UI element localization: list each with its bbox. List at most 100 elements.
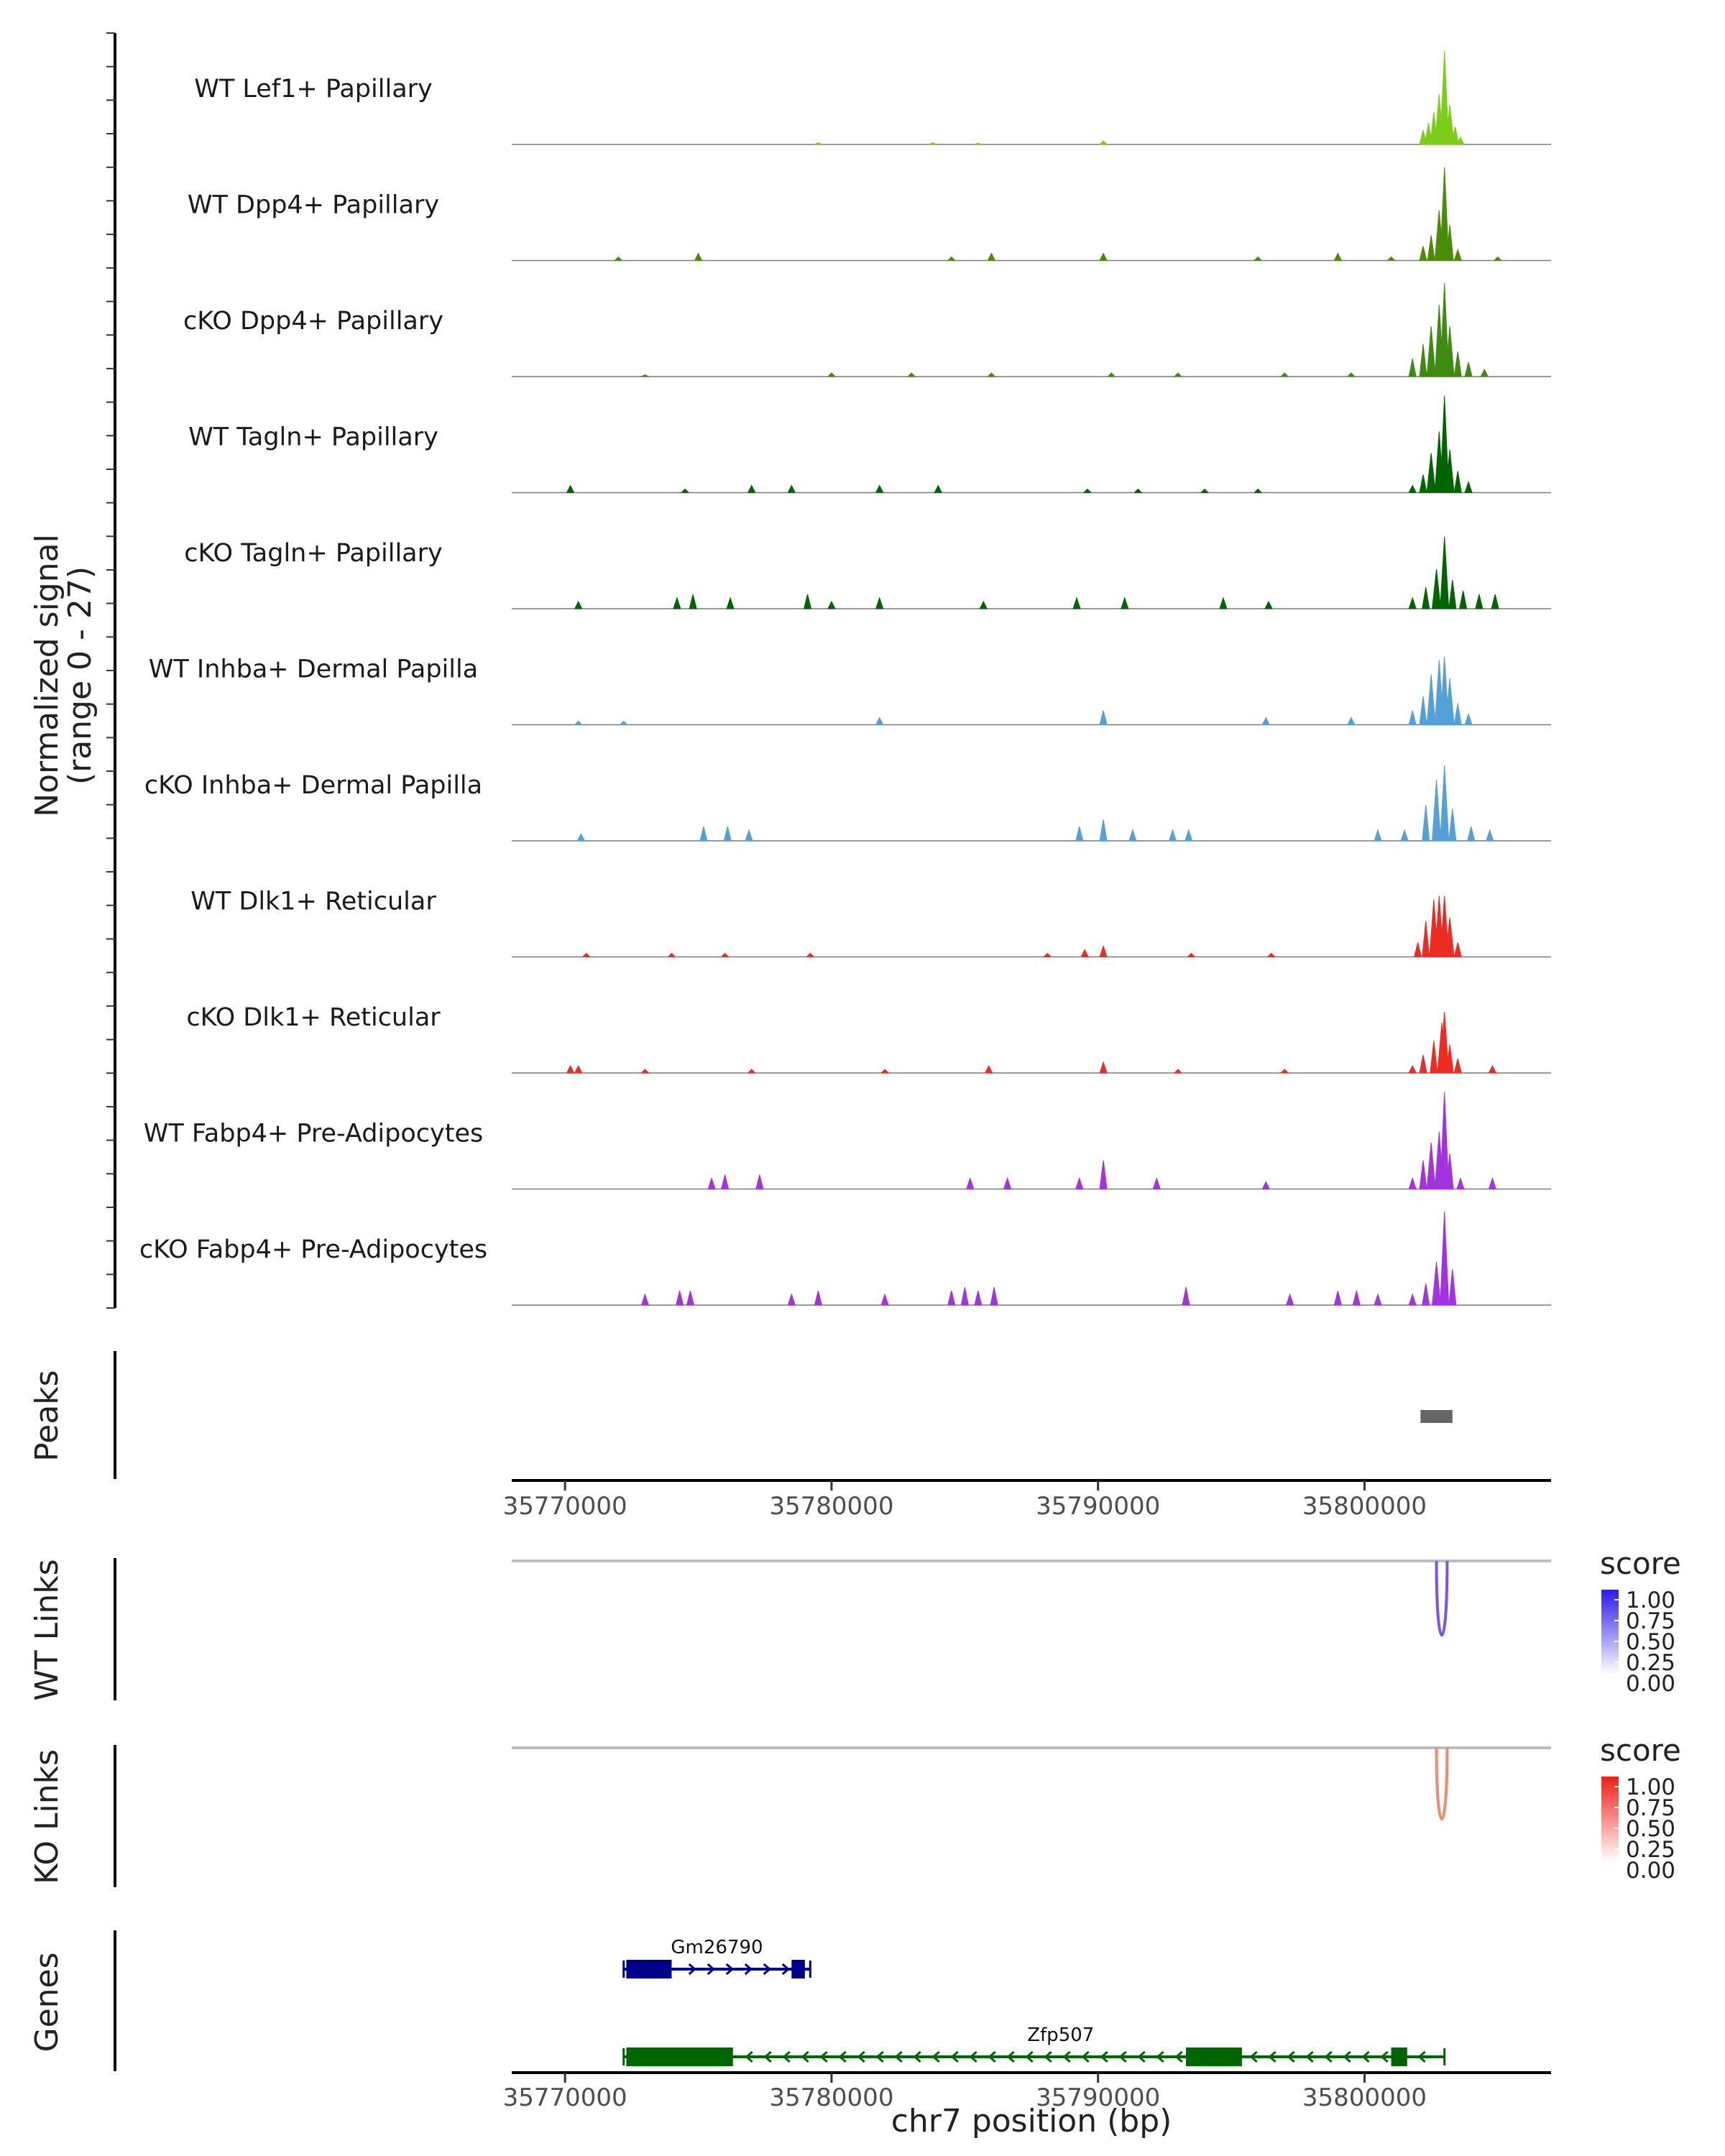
- coverage-peak: [1333, 252, 1343, 261]
- coverage-peak: [574, 720, 583, 725]
- coverage-peak: [1099, 1061, 1108, 1074]
- gene-exon: [791, 1960, 805, 1978]
- coverage-peak: [1285, 1293, 1294, 1306]
- coverage-peak: [1419, 344, 1427, 377]
- strand-arrow: [857, 2050, 865, 2063]
- coverage-peak: [875, 484, 884, 493]
- coverage-peak: [1422, 586, 1430, 609]
- track-label: cKO Inhba+ Dermal Papilla: [144, 771, 482, 800]
- coverage-peak: [1440, 282, 1450, 377]
- coverage-peak: [1347, 717, 1356, 725]
- gene-exon: [1186, 2047, 1242, 2066]
- coverage-peak: [1488, 1176, 1497, 1189]
- peak-region: [1420, 1410, 1453, 1423]
- coverage-peak: [675, 1290, 684, 1306]
- coverage-peak: [1440, 167, 1450, 261]
- coverage-peak: [1467, 826, 1476, 842]
- track-label: WT Dpp4+ Papillary: [188, 191, 439, 220]
- strand-arrow: [875, 2050, 884, 2063]
- coverage-peak: [1445, 104, 1455, 145]
- coverage-peak: [1253, 488, 1263, 493]
- coverage-peak: [1419, 1160, 1427, 1189]
- coverage-peak: [1280, 372, 1289, 377]
- coverage-peak: [1152, 1176, 1161, 1189]
- coverage-peak: [566, 484, 575, 493]
- strand-arrow: [763, 1963, 771, 1976]
- coverage-peak: [1440, 395, 1450, 493]
- strand-arrow: [988, 2050, 996, 2063]
- strand-arrow: [763, 2050, 772, 2063]
- coverage-peak: [1413, 942, 1422, 957]
- coverage-peak: [566, 1064, 575, 1074]
- coverage-peak: [1440, 1092, 1450, 1189]
- coverage-peak: [974, 142, 983, 145]
- genes-track-label: Genes: [29, 1952, 65, 2052]
- strand-arrow: [1044, 2050, 1052, 2063]
- coverage-peak: [929, 142, 937, 145]
- gene-name-label: Gm26790: [671, 1937, 763, 1958]
- coverage-peak: [1426, 1142, 1436, 1189]
- coverage-peak: [707, 1176, 716, 1189]
- coverage-peak: [1261, 1181, 1271, 1189]
- legend-tick-label: 0.00: [1626, 1858, 1675, 1884]
- coverage-peak: [806, 952, 815, 957]
- coverage-peak: [814, 1290, 823, 1306]
- coverage-peak: [1488, 1064, 1497, 1074]
- coverage-peak: [1419, 474, 1427, 493]
- legend-tick-label: 0.25: [1626, 1650, 1675, 1676]
- coverage-peak: [875, 596, 884, 609]
- strand-arrow: [1343, 2050, 1351, 2063]
- legend-tick-label: 1.00: [1626, 1774, 1675, 1800]
- coverage-peak: [641, 374, 649, 377]
- x-tick-label: 35800000: [1302, 1492, 1427, 1521]
- coverage-peak: [619, 720, 628, 725]
- track-label: cKO Dlk1+ Reticular: [186, 1003, 441, 1032]
- coverage-peak: [1448, 579, 1457, 609]
- strand-arrow: [1268, 2050, 1276, 2063]
- coverage-peak: [747, 1069, 756, 1074]
- peaks-track-label: Peaks: [29, 1370, 65, 1461]
- coverage-peak: [1346, 372, 1356, 377]
- coverage-peak: [979, 600, 988, 609]
- legend-tick-label: 0.25: [1626, 1837, 1675, 1863]
- coverage-peak: [1072, 596, 1081, 609]
- strand-arrow: [1156, 2050, 1164, 2063]
- coverage-peak: [1408, 1064, 1417, 1074]
- coverage-peak: [966, 1176, 975, 1189]
- coverage-peak: [1352, 1290, 1361, 1306]
- coverage-peak: [1082, 488, 1092, 493]
- coverage-peak: [1448, 1268, 1457, 1306]
- coverage-peak: [1182, 1286, 1190, 1306]
- strand-arrow: [1025, 2050, 1034, 2063]
- legend-colorbar: [1601, 1590, 1619, 1674]
- track-label: cKO Tagln+ Papillary: [184, 539, 443, 568]
- link-arc: [1435, 1560, 1449, 1637]
- coverage-peak: [1426, 674, 1436, 725]
- strand-arrow: [932, 2050, 940, 2063]
- coverage-peak: [1464, 361, 1473, 377]
- strand-arrow: [688, 1963, 697, 1976]
- y-axis-label-range: (range 0 - 27): [62, 566, 98, 785]
- coverage-peak: [745, 829, 753, 842]
- legend-tick-label: 0.50: [1626, 1629, 1675, 1655]
- strand-arrow: [950, 2050, 959, 2063]
- coverage-peak: [726, 596, 735, 609]
- coverage-peak: [1080, 949, 1089, 957]
- gene-exon: [626, 2047, 733, 2066]
- coverage-peak: [960, 1286, 969, 1306]
- coverage-peak: [581, 952, 592, 957]
- coverage-peak: [1400, 829, 1409, 842]
- coverage-peak: [880, 1069, 890, 1074]
- coverage-peak: [1453, 351, 1462, 377]
- track-label: cKO Dpp4+ Papillary: [183, 307, 443, 336]
- coverage-peak: [1219, 596, 1228, 609]
- genes-x-tick-label: 35770000: [503, 2083, 627, 2112]
- coverage-peak: [1493, 256, 1503, 261]
- coverage-peak: [1453, 942, 1462, 957]
- coverage-peak: [1099, 710, 1108, 725]
- coverage-peak: [1445, 678, 1455, 725]
- strand-arrow: [1137, 2050, 1146, 2063]
- coverage-peak: [1486, 829, 1494, 842]
- legend-title: score: [1600, 1546, 1681, 1581]
